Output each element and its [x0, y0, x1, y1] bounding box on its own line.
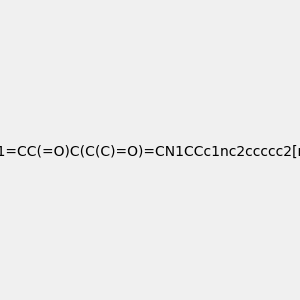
Text: CC1=CC(=O)C(C(C)=O)=CN1CCc1nc2ccccc2[nH]1: CC1=CC(=O)C(C(C)=O)=CN1CCc1nc2ccccc2[nH]… — [0, 145, 300, 158]
